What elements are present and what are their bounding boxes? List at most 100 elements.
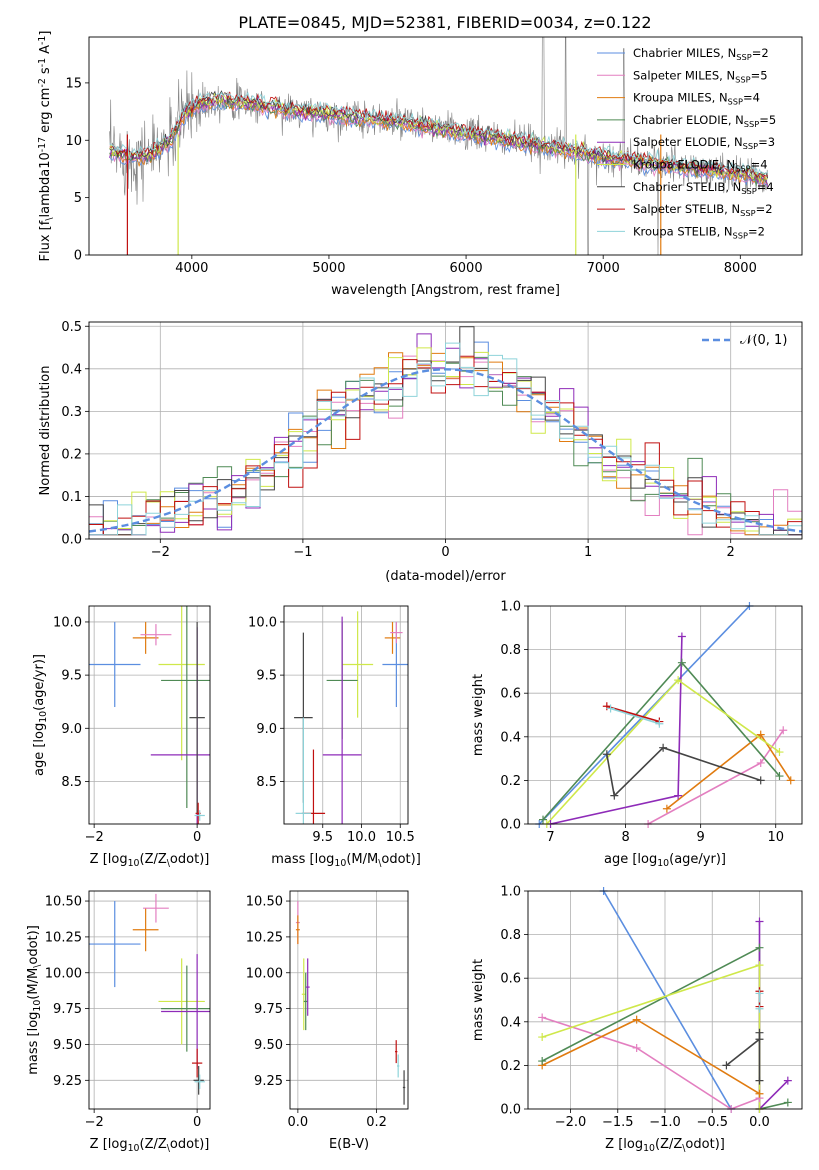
spectrum-panel-plot-area (109, 37, 769, 255)
residuals-xtick-label: −2 (151, 545, 170, 560)
model-spectrum-line (109, 91, 768, 176)
age_vs_mass-panel: 9.5 10.0 10.5 8.5 9.0 9.5 10.0 mass [log10(M/M\… (248, 605, 421, 869)
massweight_vs_age-ytick-label: 0.6 (500, 687, 521, 702)
mass_vs_EBV-xlabel: E(B-V) (329, 1137, 369, 1152)
legend-label: Chabrier ELODIE, NSSP=5 (633, 113, 776, 129)
residuals-panel-plot-area (89, 322, 802, 539)
mass-weight-line (725, 1032, 761, 1081)
massweight_vs_age-xtick-label: 10 (767, 830, 784, 845)
spectrum-xtick-label: 7000 (587, 261, 620, 276)
legend-label: Kroupa STELIB, NSSP=2 (633, 224, 765, 240)
age_vs_Z-ytick-label: 10.0 (53, 615, 82, 630)
age_vs_mass-ytick-label: 9.5 (256, 669, 277, 684)
massweight_vs_Z-panel: −2.0 −1.5 −1.0 −0.5 0.0 0.0 0.2 0.4 0.6 0.8 1.0 Z [… (471, 885, 803, 1154)
spectrum-panel: 4000 5000 6000 7000 8000 0 5 10 15 wavelength [An… (37, 31, 803, 298)
age_vs_Z-ytick-label: 9.5 (61, 669, 82, 684)
age_vs_Z-panel: −2 0 8.5 9.0 9.5 10.0 Z [log10(Z/Z\odot)] age [… (32, 605, 211, 869)
mass_vs_Z-panel: −2 0 9.25 9.50 9.75 10.00 10.25 10.50 Z [log10(Z… (26, 890, 211, 1154)
age_vs_mass-panel-plot-area (284, 606, 408, 824)
massweight_vs_Z-xtick-label: −1.0 (649, 1115, 681, 1130)
massweight_vs_age-ytick-label: 0.4 (500, 730, 521, 745)
mass-weight-marker (775, 748, 784, 757)
residuals-panel-frame (88, 321, 803, 540)
mass_vs_Z-ytick-label: 9.25 (53, 1074, 82, 1089)
residuals-ytick-label: 0.5 (61, 320, 82, 335)
massweight_vs_age-panel: 7 8 9 10 0.0 0.2 0.4 0.6 0.8 1.0 age [log10(age/yr… (471, 600, 803, 869)
massweight_vs_Z-xlabel: Z [log10(Z/Z\odot)] (605, 1137, 725, 1154)
age_vs_Z-ylabel: age [log10(age/yr)] (32, 654, 49, 776)
massweight_vs_Z-xtick-label: −1.5 (602, 1115, 634, 1130)
spectrum-ylabel: Flux [f\lambda10-17 erg cm-2 s-1 A-1] (37, 31, 55, 262)
spectrum-xtick-label: 8000 (724, 261, 757, 276)
residuals-xtick-label: 1 (584, 545, 592, 560)
mass-weight-line (538, 606, 751, 824)
mass-weight-marker (755, 989, 764, 998)
massweight_vs_age-xtick-label: 7 (546, 830, 554, 845)
mass-weight-marker (602, 750, 611, 759)
massweight_vs_Z-ytick-label: 0.6 (500, 972, 521, 987)
massweight_vs_Z-ytick-label: 0.0 (500, 1103, 521, 1118)
massweight_vs_Z-ytick-label: 0.2 (500, 1059, 521, 1074)
normal-distribution-curve (89, 368, 802, 533)
mass-weight-marker (674, 676, 683, 685)
age_vs_mass-xtick-label: 10.0 (347, 830, 376, 845)
mass_vs_EBV-panel-plot-area (290, 891, 408, 1109)
mass_vs_EBV-ytick-label: 9.50 (254, 1038, 283, 1053)
mass_vs_EBV-ytick-label: 10.00 (246, 966, 283, 981)
mass-weight-line (606, 746, 761, 798)
massweight_vs_age-ytick-label: 0.8 (500, 643, 521, 658)
mass-weight-marker (755, 1028, 764, 1037)
mass-weight-marker (755, 1089, 764, 1098)
mass_vs_Z-xtick-label: −2 (85, 1115, 104, 1130)
mass-weight-line (606, 705, 660, 723)
mass_vs_Z-ytick-label: 9.75 (53, 1002, 82, 1017)
mass-weight-marker (677, 632, 686, 641)
residuals-ytick-label: 0.3 (61, 405, 82, 420)
mass-weight-marker (632, 1015, 641, 1024)
mass-weight-line (602, 891, 732, 1109)
residuals-ylabel: Normed distribution (38, 366, 53, 496)
mass_vs_EBV-ytick-label: 9.75 (254, 1002, 283, 1017)
age_vs_mass-xtick-label: 9.5 (312, 830, 333, 845)
figure-title: PLATE=0845, MJD=52381, FIBERID=0034, z=0… (238, 13, 651, 32)
mass-weight-marker (632, 1043, 641, 1052)
mass_vs_Z-ytick-label: 10.25 (45, 930, 82, 945)
mass-weight-marker (755, 943, 764, 952)
massweight_vs_age-ytick-label: 0.0 (500, 818, 521, 833)
mass-weight-marker (662, 804, 671, 813)
spectrum-ytick-label: 0 (74, 249, 82, 264)
residuals-panel: −2 −1 0 1 2 0.0 0.1 0.2 0.3 0.4 0.5 (data-model)/er… (38, 320, 803, 584)
mass_vs_EBV-ytick-label: 10.25 (246, 930, 283, 945)
mass-weight-marker (538, 1057, 547, 1066)
age_vs_Z-xtick-label: 0 (193, 830, 201, 845)
legend-label: Kroupa MILES, NSSP=4 (633, 91, 760, 107)
age_vs_Z-ytick-label: 8.5 (61, 775, 82, 790)
mass-weight-marker (756, 730, 765, 739)
residuals-xtick-label: 0 (441, 545, 449, 560)
massweight_vs_age-xtick-label: 9 (697, 830, 705, 845)
observed-spectrum-line (109, 37, 768, 255)
mass-weight-line (542, 661, 781, 821)
massweight_vs_Z-ylabel: mass weight (471, 959, 486, 1041)
mass-weight-line (541, 963, 761, 1109)
mass_vs_Z-xtick-label: 0 (193, 1115, 201, 1130)
massweight_vs_age-xlabel: age [log10(age/yr)] (604, 852, 726, 869)
mass-weight-marker (655, 719, 664, 728)
legend-label: Salpeter STELIB, NSSP=2 (633, 202, 773, 218)
massweight_vs_Z-xtick-label: 0.0 (749, 1115, 770, 1130)
legend-label: Chabrier STELIB, NSSP=4 (633, 180, 774, 196)
age_vs_mass-ytick-label: 8.5 (256, 775, 277, 790)
model-spectrum-line (109, 92, 768, 182)
mass-weight-marker (674, 791, 683, 800)
mass-weight-marker (783, 1098, 792, 1107)
mass_vs_Z-ylabel: mass [log10(M/M\odot)] (26, 925, 43, 1075)
spectrum-xlabel: wavelength [Angstrom, rest frame] (331, 283, 560, 298)
mass_vs_Z-ytick-label: 10.00 (45, 966, 82, 981)
mass_vs_EBV-xtick-label: 0.0 (288, 1115, 309, 1130)
residuals-ytick-label: 0.2 (61, 447, 82, 462)
residuals-ytick-label: 0.4 (61, 362, 82, 377)
massweight_vs_Z-ytick-label: 0.4 (500, 1015, 521, 1030)
mass-weight-marker (755, 1004, 764, 1013)
